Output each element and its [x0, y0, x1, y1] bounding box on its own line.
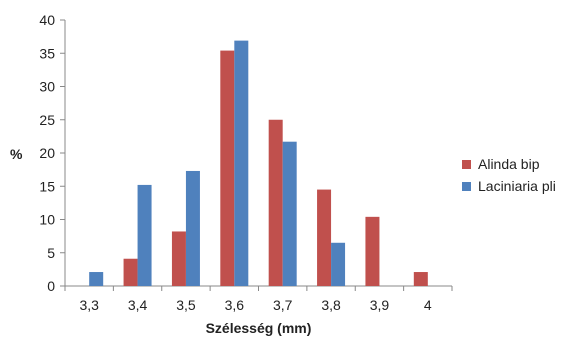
legend-swatch [462, 160, 471, 169]
y-tick-label: 35 [39, 45, 55, 61]
legend-label: Alinda bip [478, 156, 540, 172]
y-tick-label: 15 [39, 178, 55, 194]
y-tick-label: 5 [47, 245, 55, 261]
legend-item: Laciniaria pli [462, 178, 556, 194]
bar-alinda [317, 189, 332, 286]
bar-alinda [413, 272, 428, 286]
bar-alinda [171, 231, 186, 286]
x-tick-label: 3,5 [176, 297, 196, 313]
y-tick-label: 0 [47, 278, 55, 294]
legend: Alinda bip Laciniaria pli [462, 156, 556, 194]
legend-item: Alinda bip [462, 156, 540, 172]
x-tick-label: 3,3 [79, 297, 99, 313]
bar-alinda [268, 119, 283, 286]
bar-alinda [220, 50, 235, 287]
bar-laciniaria [89, 272, 104, 286]
x-tick-label: 3,7 [273, 297, 293, 313]
y-tick-label: 25 [39, 112, 55, 128]
bar-laciniaria [137, 184, 152, 286]
x-tick-label: 4 [424, 297, 432, 313]
x-axis-ticks: 3,3 3,4 3,5 3,6 3,7 3,8 3,9 4 [64, 286, 453, 313]
y-axis-ticks: 0 5 10 15 20 25 30 35 40 [39, 12, 65, 294]
x-tick-label: 3,8 [321, 297, 341, 313]
bar-laciniaria [234, 40, 249, 286]
bar-laciniaria [282, 141, 297, 286]
legend-label: Laciniaria pli [478, 178, 556, 194]
y-tick-label: 20 [39, 145, 55, 161]
bar-laciniaria [185, 170, 200, 286]
bar-alinda [123, 258, 138, 286]
y-tick-label: 40 [39, 12, 55, 28]
x-tick-label: 3,4 [128, 297, 148, 313]
bar-alinda [365, 216, 380, 286]
y-axis-title: % [10, 146, 23, 162]
bar-laciniaria [331, 242, 346, 286]
y-tick-label: 30 [39, 79, 55, 95]
legend-swatch [462, 182, 471, 191]
x-tick-label: 3,9 [370, 297, 390, 313]
x-axis-title: Szélesség (mm) [206, 320, 312, 336]
x-tick-label: 3,6 [225, 297, 245, 313]
y-tick-label: 10 [39, 212, 55, 228]
bars [89, 40, 428, 287]
